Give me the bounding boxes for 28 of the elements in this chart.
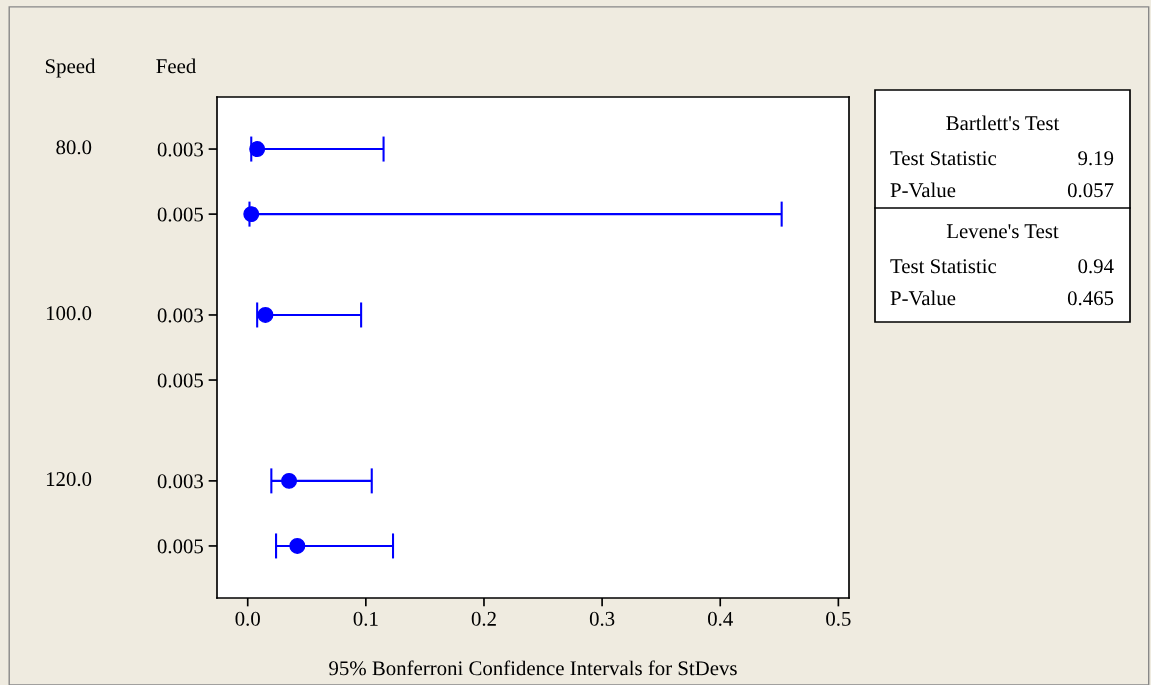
y-tick-label: 0.005 (157, 539, 203, 554)
text: 0.465 (1067, 291, 1114, 306)
text: Levene's Test (946, 224, 1059, 239)
text: 0.94 (1078, 259, 1114, 274)
text: P-Value (890, 182, 956, 198)
x-tick-label: 0.2 (471, 611, 496, 626)
y-tick-label: 0.005 (157, 373, 203, 388)
text: Bartlett's Test (946, 115, 1060, 131)
text: Test Statistic (890, 151, 997, 166)
y-tick-label: 0.003 (157, 308, 203, 323)
text: Feed (156, 58, 196, 74)
text: 120.0 (46, 472, 92, 487)
x-tick-label: 0.3 (589, 611, 615, 626)
text: P-Value (890, 290, 956, 306)
x-tick-label: 0.0 (235, 611, 260, 626)
text: 9.19 (1078, 151, 1114, 166)
y-tick-label: 0.003 (157, 474, 203, 489)
text: 100.0 (46, 306, 92, 321)
text: Test Statistic (890, 259, 997, 274)
text: 0.057 (1067, 183, 1114, 198)
x-tick-label: 0.4 (708, 611, 733, 626)
y-tick-label: 0.005 (157, 207, 203, 222)
x-tick-label: 0.5 (826, 611, 851, 626)
text: 80.0 (56, 140, 92, 155)
y-tick-label: 0.003 (157, 142, 203, 157)
x-axis-title: 95% Bonferroni Confidence Intervals for StDevs (329, 660, 737, 676)
text: Speed (45, 58, 96, 78)
x-tick-label: 0.1 (353, 611, 378, 626)
